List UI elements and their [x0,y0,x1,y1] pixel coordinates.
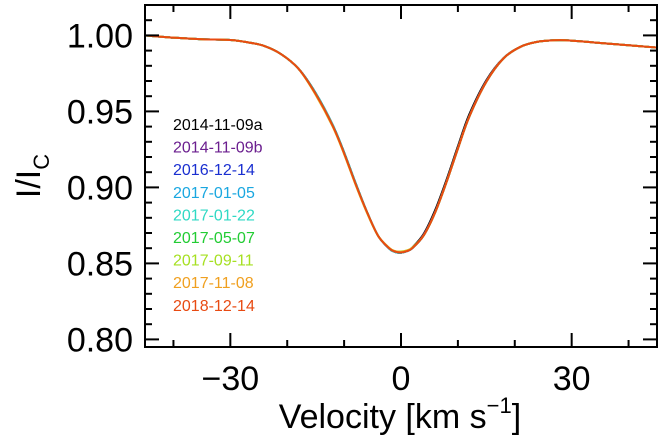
axis-ticks [145,5,657,347]
x-axis-title: Velocity [km s−1] [279,393,521,436]
legend-entry-2: 2016-12-14 [173,162,255,179]
legend-entry-3: 2017-01-05 [173,185,255,202]
y-axis-title-text: I/I [10,170,48,198]
legend-entry-0: 2014-11-09a [173,117,263,134]
x-tick-label: 0 [392,360,411,398]
plot-frame [144,4,658,348]
x-axis-title-text: Velocity [km s [279,398,487,436]
legend-entry-5: 2017-05-07 [173,230,255,247]
series-lines [144,34,658,254]
y-tick-label: 0.90 [67,169,133,207]
y-axis-title-subscript: C [29,154,54,170]
legend-entry-6: 2017-09-11 [173,253,254,270]
legend-entry-4: 2017-01-22 [173,207,255,224]
x-axis-title-superscript: −1 [487,393,512,418]
y-tick-label: 0.85 [67,245,133,283]
legend-entry-7: 2017-11-08 [173,275,254,292]
x-tick-label: 30 [553,360,591,398]
x-axis-title-close: ] [512,398,521,436]
series-line-8 [144,34,658,254]
legend-entry-8: 2018-12-14 [173,298,255,315]
tick-labels: −30 0 30 0.80 0.85 0.90 0.95 1.00 [67,17,591,398]
legend-entry-1: 2014-11-09b [173,140,263,157]
y-tick-label: 0.95 [67,93,133,131]
y-axis-title: I/IC [10,154,54,198]
x-tick-label: −30 [201,360,259,398]
legend: 2014-11-09a 2014-11-09b 2016-12-14 2017-01-… [173,117,263,315]
y-tick-label: 1.00 [67,17,133,55]
y-tick-label: 0.80 [67,321,133,359]
